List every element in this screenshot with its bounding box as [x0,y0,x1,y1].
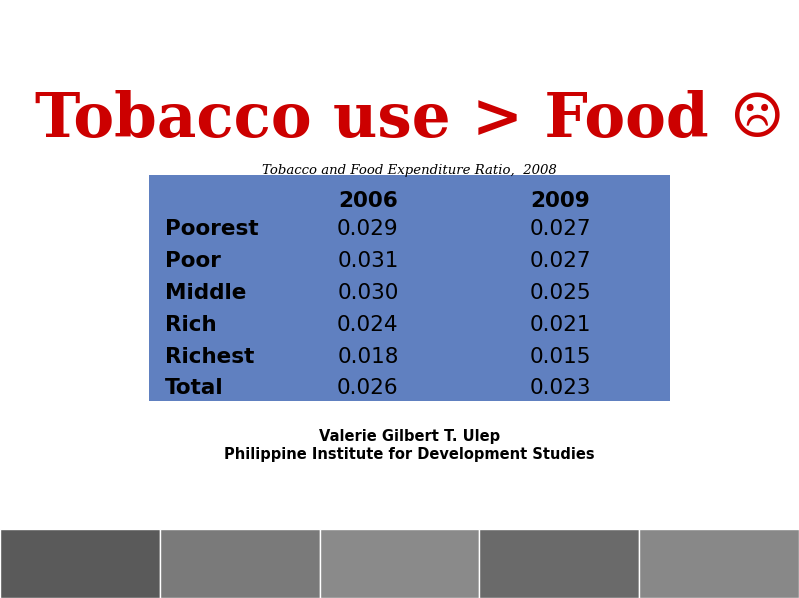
FancyBboxPatch shape [479,529,639,598]
Text: 0.023: 0.023 [530,379,591,398]
Text: 0.021: 0.021 [530,315,591,335]
Text: Total: Total [165,379,224,398]
Text: 2009: 2009 [531,191,590,212]
Text: Philippine Institute for Development Studies: Philippine Institute for Development Stu… [225,447,594,462]
Text: Poor: Poor [165,251,221,271]
Text: 2006: 2006 [338,191,398,212]
FancyBboxPatch shape [149,175,670,401]
Text: Richest: Richest [165,346,254,367]
Text: Poorest: Poorest [165,219,259,239]
Text: Tobacco and Food Expenditure Ratio,  2008: Tobacco and Food Expenditure Ratio, 2008 [262,164,557,177]
Text: 0.026: 0.026 [337,379,399,398]
Text: Rich: Rich [165,315,217,335]
Text: Valerie Gilbert T. Ulep: Valerie Gilbert T. Ulep [319,429,500,444]
Text: Tobacco use > Food ☹: Tobacco use > Food ☹ [34,90,785,150]
FancyBboxPatch shape [639,529,799,598]
Text: 0.031: 0.031 [337,251,399,271]
FancyBboxPatch shape [0,529,160,598]
Text: 0.027: 0.027 [530,219,591,239]
Text: Middle: Middle [165,283,246,303]
Text: 0.029: 0.029 [337,219,399,239]
Text: 0.030: 0.030 [337,283,399,303]
Text: 0.025: 0.025 [530,283,591,303]
FancyBboxPatch shape [160,529,320,598]
Text: 0.027: 0.027 [530,251,591,271]
Text: 0.015: 0.015 [530,346,591,367]
Text: 0.024: 0.024 [337,315,399,335]
FancyBboxPatch shape [320,529,479,598]
Text: 0.018: 0.018 [337,346,399,367]
